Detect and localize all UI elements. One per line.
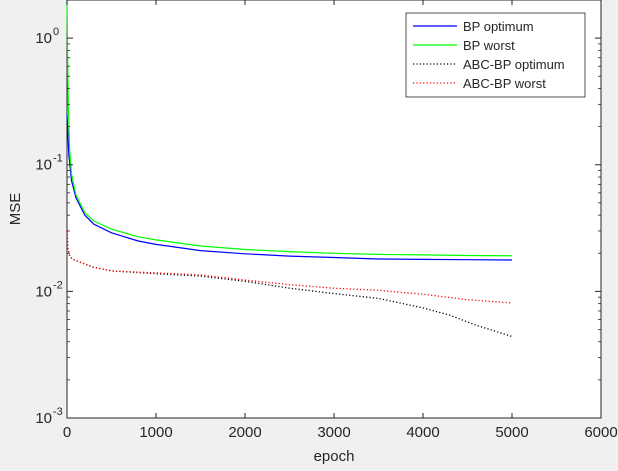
x-tick-label: 6000: [584, 424, 617, 441]
x-tick-label: 1000: [139, 424, 172, 441]
series-group: [66, 0, 513, 338]
x-tick-label: 4000: [406, 424, 439, 441]
series-line-0: [66, 114, 513, 261]
y-tick-label-base: 10: [35, 283, 52, 300]
legend-label-2: ABC-BP optimum: [463, 57, 565, 72]
y-tick-label-exponent: -1: [53, 153, 63, 165]
series-line-3: [66, 230, 513, 304]
y-tick-label-exponent: 0: [53, 26, 59, 38]
y-tick-label-base: 10: [35, 30, 52, 47]
legend-label-3: ABC-BP worst: [463, 76, 546, 91]
y-tick-label-exponent: -3: [53, 406, 63, 418]
x-axis-label: epoch: [314, 448, 355, 465]
legend-label-0: BP optimum: [463, 19, 534, 34]
y-axis-label: MSE: [7, 193, 24, 226]
x-tick-label: 2000: [228, 424, 261, 441]
legend: BP optimum BP worst ABC-BP optimum ABC-BP w…: [405, 12, 586, 98]
x-tick-label: 5000: [495, 424, 528, 441]
y-tick-label-base: 10: [35, 410, 52, 427]
y-tick-label-base: 10: [35, 157, 52, 174]
legend-box: [405, 12, 586, 98]
legend-entries: BP optimum BP worst ABC-BP optimum ABC-BP w…: [413, 19, 565, 91]
y-tick-label-exponent: -2: [53, 279, 63, 291]
x-tick-label: 3000: [317, 424, 350, 441]
legend-label-1: BP worst: [463, 38, 515, 53]
x-tick-label: 0: [63, 424, 71, 441]
series-line-1: [66, 0, 513, 257]
